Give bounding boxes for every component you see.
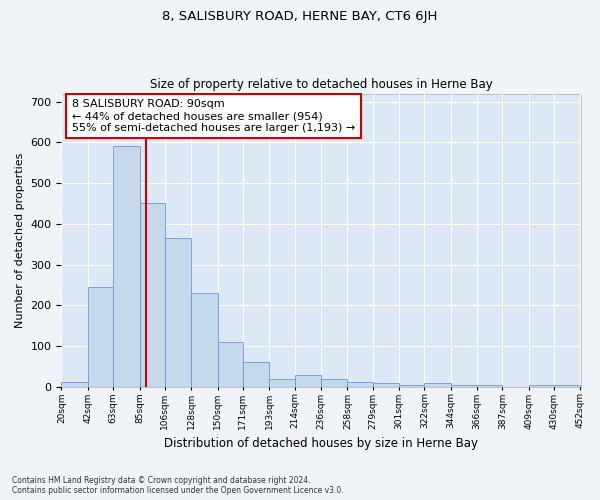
Bar — [218, 342, 243, 386]
Bar — [88, 287, 113, 386]
Bar — [424, 384, 451, 386]
Bar — [321, 380, 347, 386]
Bar — [61, 382, 88, 386]
Bar — [554, 385, 580, 386]
Text: 8 SALISBURY ROAD: 90sqm
← 44% of detached houses are smaller (954)
55% of semi-d: 8 SALISBURY ROAD: 90sqm ← 44% of detache… — [72, 100, 355, 132]
Bar — [295, 374, 321, 386]
Bar — [373, 384, 399, 386]
Bar — [529, 385, 554, 386]
Bar — [451, 385, 477, 386]
Text: 8, SALISBURY ROAD, HERNE BAY, CT6 6JH: 8, SALISBURY ROAD, HERNE BAY, CT6 6JH — [163, 10, 437, 23]
Bar — [399, 385, 424, 386]
Bar — [191, 293, 218, 386]
Bar — [243, 362, 269, 386]
Bar — [347, 382, 373, 386]
Bar — [113, 146, 140, 386]
X-axis label: Distribution of detached houses by size in Herne Bay: Distribution of detached houses by size … — [164, 437, 478, 450]
Bar — [477, 385, 502, 386]
Bar — [269, 378, 295, 386]
Y-axis label: Number of detached properties: Number of detached properties — [15, 152, 25, 328]
Text: Contains HM Land Registry data © Crown copyright and database right 2024.
Contai: Contains HM Land Registry data © Crown c… — [12, 476, 344, 495]
Bar — [140, 204, 165, 386]
Bar — [165, 238, 191, 386]
Title: Size of property relative to detached houses in Herne Bay: Size of property relative to detached ho… — [149, 78, 493, 91]
